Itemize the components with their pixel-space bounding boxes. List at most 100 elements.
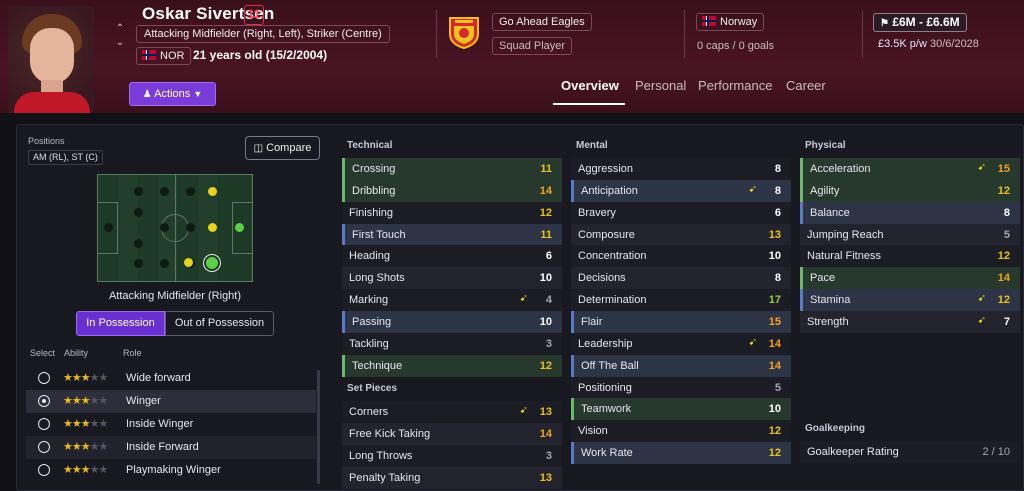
attribute-row[interactable]: Stamina 12 ➹ bbox=[800, 289, 1020, 312]
attribute-row[interactable]: Composure 13 bbox=[571, 223, 791, 246]
attribute-row[interactable]: Concentration 10 bbox=[571, 245, 791, 268]
role-radio[interactable] bbox=[38, 418, 50, 430]
attribute-row[interactable]: Tackling 3 bbox=[342, 332, 562, 355]
role-radio[interactable] bbox=[38, 372, 50, 384]
attribute-value: 12 bbox=[997, 250, 1010, 263]
wage-contract: £3.5K p/w 30/6/2028 bbox=[878, 38, 979, 50]
attribute-row[interactable]: Marking 4 ➹ bbox=[342, 289, 562, 312]
role-row[interactable]: ★★★★★ Inside Winger bbox=[26, 413, 316, 436]
attribute-row[interactable]: Anticipation 8 ➹ bbox=[571, 179, 791, 202]
attribute-row[interactable]: Natural Fitness 12 bbox=[800, 245, 1020, 268]
attribute-row[interactable]: Finishing 12 bbox=[342, 201, 562, 224]
attribute-row[interactable]: Teamwork 10 bbox=[571, 398, 791, 421]
attribute-value: 3 bbox=[545, 337, 552, 350]
role-radio[interactable] bbox=[38, 395, 50, 407]
attribute-row[interactable]: Decisions 8 bbox=[571, 267, 791, 290]
role-row[interactable]: ★★★★★ Wide forward bbox=[26, 367, 316, 390]
in-possession-toggle[interactable]: In Possession bbox=[76, 311, 165, 336]
attribute-row[interactable]: Dribbling 14 bbox=[342, 179, 562, 202]
nationality-chip[interactable]: NOR bbox=[136, 47, 192, 65]
out-of-possession-toggle[interactable]: Out of Possession bbox=[165, 311, 274, 336]
role-list-scrollbar[interactable] bbox=[317, 370, 320, 484]
header-divider bbox=[436, 10, 437, 58]
goalkeeper-rating-value: 2 / 10 bbox=[982, 446, 1010, 458]
tab-overview[interactable]: Overview bbox=[561, 78, 619, 93]
attribute-row[interactable]: Technique 12 bbox=[342, 354, 562, 377]
role-row[interactable]: ★★★★★ Winger bbox=[26, 390, 316, 413]
position-dot[interactable] bbox=[160, 223, 169, 232]
attribute-row[interactable]: Acceleration 15 ➹ bbox=[800, 158, 1020, 180]
role-row[interactable]: ★★★★★ Inside Forward bbox=[26, 436, 316, 459]
attribute-row[interactable]: Positioning 5 bbox=[571, 376, 791, 399]
role-radio[interactable] bbox=[38, 441, 50, 453]
attribute-row[interactable]: Strength 7 ➹ bbox=[800, 310, 1020, 333]
attribute-value: 12 bbox=[768, 447, 781, 460]
header-divider bbox=[684, 10, 685, 58]
position-dot[interactable] bbox=[134, 239, 143, 248]
position-dot[interactable] bbox=[208, 187, 217, 196]
role-name: Inside Winger bbox=[126, 418, 194, 430]
tab-career[interactable]: Career bbox=[786, 78, 826, 93]
position-dot[interactable] bbox=[186, 187, 195, 196]
club-crest-icon[interactable] bbox=[446, 14, 482, 50]
position-dot[interactable] bbox=[134, 208, 143, 217]
tab-personal[interactable]: Personal bbox=[635, 78, 687, 93]
position-dot[interactable] bbox=[208, 223, 217, 232]
attribute-row[interactable]: Long Shots 10 bbox=[342, 267, 562, 290]
attribute-row[interactable]: Off The Ball 14 bbox=[571, 354, 791, 377]
position-dot[interactable] bbox=[104, 223, 113, 232]
attribute-value: 12 bbox=[997, 294, 1010, 307]
attribute-row[interactable]: Heading 6 bbox=[342, 245, 562, 268]
key-attribute-arrow-icon: ➹ bbox=[748, 336, 757, 348]
attribute-row[interactable]: Penalty Taking 13 bbox=[342, 466, 562, 489]
attribute-row[interactable]: Aggression 8 bbox=[571, 158, 791, 180]
attribute-row[interactable]: Free Kick Taking 14 bbox=[342, 422, 562, 445]
attribute-row[interactable]: Pace 14 bbox=[800, 267, 1020, 290]
attribute-row[interactable]: Flair 15 bbox=[571, 310, 791, 333]
attribute-row[interactable]: Leadership 14 ➹ bbox=[571, 332, 791, 355]
position-dot-selected[interactable] bbox=[206, 257, 218, 269]
chevron-down-icon[interactable]: ⌄ bbox=[115, 37, 125, 48]
attribute-row[interactable]: Corners 13 ➹ bbox=[342, 401, 562, 423]
attribute-row[interactable]: Jumping Reach 5 bbox=[800, 223, 1020, 246]
attribute-row[interactable]: First Touch 11 bbox=[342, 223, 562, 246]
attribute-name: Crossing bbox=[352, 163, 396, 175]
role-row[interactable]: ★★★★★ Playmaking Winger bbox=[26, 459, 316, 482]
position-dot[interactable] bbox=[184, 258, 193, 267]
header-divider bbox=[862, 10, 863, 58]
position-dot[interactable] bbox=[235, 223, 244, 232]
key-attribute-arrow-icon: ➹ bbox=[977, 162, 986, 173]
attribute-row[interactable]: Agility 12 bbox=[800, 179, 1020, 202]
position-pitch[interactable] bbox=[97, 174, 253, 282]
tab-performance[interactable]: Performance bbox=[698, 78, 773, 93]
attribute-value: 15 bbox=[997, 163, 1010, 175]
position-dot[interactable] bbox=[160, 187, 169, 196]
attribute-value: 12 bbox=[997, 184, 1010, 197]
attribute-name: Anticipation bbox=[581, 184, 638, 197]
position-dot[interactable] bbox=[134, 187, 143, 196]
attribute-row[interactable]: Crossing 11 bbox=[342, 158, 562, 180]
role-radio[interactable] bbox=[38, 464, 50, 476]
compare-button[interactable]: ◫ Compare bbox=[245, 136, 320, 160]
attribute-row[interactable]: Balance 8 bbox=[800, 201, 1020, 224]
nation-name: Norway bbox=[720, 16, 758, 28]
attribute-row[interactable]: Long Throws 3 bbox=[342, 444, 562, 467]
attribute-row[interactable]: Bravery 6 bbox=[571, 201, 791, 224]
attribute-name: Corners bbox=[349, 406, 389, 418]
actions-button[interactable]: ♟ Actions ▼ bbox=[129, 82, 216, 106]
nation-chip[interactable]: Norway bbox=[696, 13, 765, 31]
norway-flag-icon bbox=[142, 50, 156, 60]
club-name-chip[interactable]: Go Ahead Eagles bbox=[492, 13, 592, 31]
technical-title: Technical bbox=[347, 140, 393, 151]
attribute-row[interactable]: Work Rate 12 bbox=[571, 442, 791, 465]
position-dot[interactable] bbox=[160, 259, 169, 268]
transfer-value-chip[interactable]: ⚑ £6M - £6.6M bbox=[873, 13, 967, 32]
position-dot[interactable] bbox=[134, 259, 143, 268]
attribute-row[interactable]: Passing 10 bbox=[342, 310, 562, 333]
attribute-row[interactable]: Vision 12 bbox=[571, 420, 791, 443]
chevron-up-icon[interactable]: ⌃ bbox=[115, 23, 125, 34]
attribute-row[interactable]: Determination 17 bbox=[571, 289, 791, 312]
position-dot[interactable] bbox=[186, 223, 195, 232]
role-name: Inside Forward bbox=[126, 441, 199, 453]
nationality-code: NOR bbox=[160, 50, 185, 62]
